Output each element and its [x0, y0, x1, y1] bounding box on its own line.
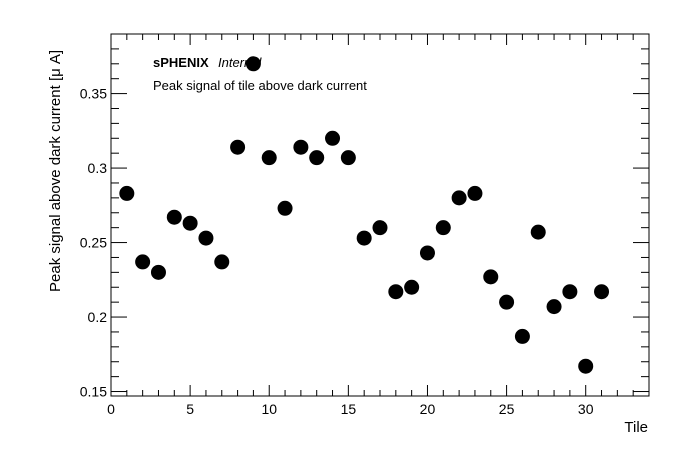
data-point [261, 150, 277, 166]
y-axis-label: Peak signal above dark current [μ A] [47, 50, 64, 292]
data-point [499, 294, 515, 310]
data-point [309, 150, 325, 166]
description-label: Peak signal of tile above dark current [153, 78, 367, 93]
status-label: Internal [218, 55, 262, 70]
data-point [546, 299, 562, 315]
experiment-label: sPHENIX [153, 55, 209, 70]
data-point [419, 245, 435, 261]
data-point [230, 139, 246, 155]
data-point [293, 139, 309, 155]
x-axis-label: Tile [624, 419, 648, 436]
data-point [166, 209, 182, 225]
data-point [119, 185, 135, 201]
x-axis-ticks: 0 5 10 15 20 25 30 [107, 34, 650, 417]
y-tick-label: 0.3 [88, 160, 108, 176]
data-point [451, 190, 467, 206]
data-point [214, 254, 230, 270]
x-tick-label: 30 [578, 401, 594, 417]
data-point [340, 150, 356, 166]
y-axis-ticks: 0.15 0.2 0.25 0.3 0.35 [80, 48, 649, 400]
data-point [356, 230, 372, 246]
x-tick-label: 5 [186, 401, 194, 417]
data-point [135, 254, 151, 270]
data-point [388, 284, 404, 300]
data-point [150, 264, 166, 280]
data-point [578, 358, 594, 374]
x-tick-label: 20 [420, 401, 436, 417]
y-tick-label: 0.25 [80, 235, 107, 251]
x-tick-label: 15 [341, 401, 357, 417]
data-point [325, 130, 341, 146]
data-point [198, 230, 214, 246]
data-point [514, 328, 530, 344]
data-point [372, 220, 388, 236]
data-points [119, 56, 610, 374]
data-point [467, 185, 483, 201]
x-tick-label: 0 [107, 401, 115, 417]
y-tick-label: 0.2 [88, 309, 108, 325]
y-tick-label: 0.35 [80, 86, 107, 102]
data-point [594, 284, 610, 300]
y-tick-label: 0.15 [80, 384, 107, 400]
data-point [483, 269, 499, 285]
data-point [245, 56, 261, 72]
data-point [530, 224, 546, 240]
x-tick-label: 25 [499, 401, 515, 417]
data-point [562, 284, 578, 300]
data-point [435, 220, 451, 236]
data-point [277, 200, 293, 216]
data-point [404, 279, 420, 295]
data-point [182, 215, 198, 231]
x-tick-label: 10 [261, 401, 277, 417]
